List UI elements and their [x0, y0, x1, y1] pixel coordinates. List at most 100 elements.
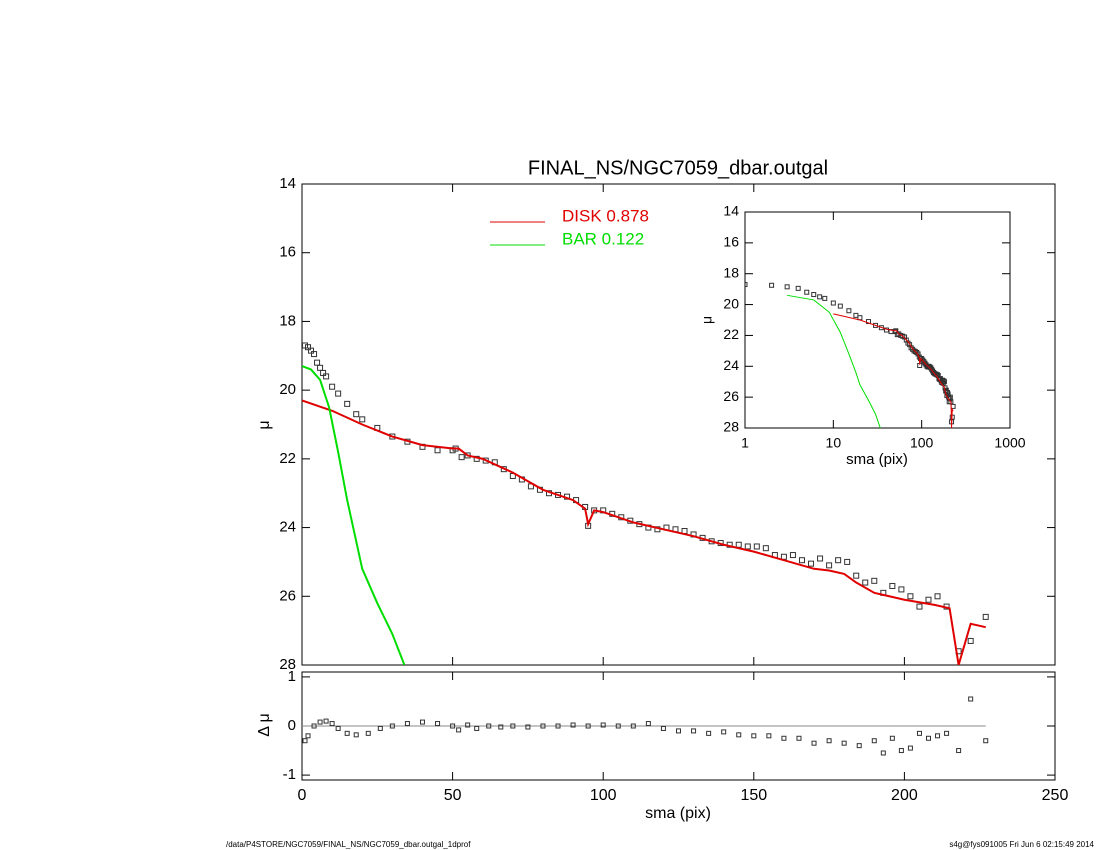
y-tick-label: 24: [279, 519, 296, 536]
chart-title: FINAL_NS/NGC7059_dbar.outgal: [528, 157, 828, 179]
x-tick-label: 10: [826, 435, 842, 451]
residual-point: [389, 723, 395, 729]
residual-point: [419, 719, 425, 725]
data-point: [745, 282, 748, 288]
plot-frame: [744, 211, 1011, 429]
residual-point: [880, 750, 886, 756]
y-tick-label: 20: [279, 381, 296, 398]
data-point: [865, 319, 871, 325]
y-axis-label: μ: [699, 316, 715, 324]
residual-point: [889, 735, 895, 741]
data-point: [798, 557, 805, 564]
x-tick-label: 1000: [994, 435, 1025, 451]
residual-point: [456, 727, 462, 733]
residual-point: [691, 728, 697, 734]
y-tick-label: 16: [279, 244, 296, 261]
data-point: [329, 383, 336, 390]
residual-point: [465, 722, 471, 728]
y-tick-label: 28: [723, 419, 739, 435]
data-point: [804, 289, 810, 295]
data-point: [314, 359, 321, 366]
y-tick-label: 16: [723, 234, 739, 250]
residual-point: [498, 724, 504, 730]
data-point: [744, 543, 751, 550]
legend-label: BAR 0.122: [562, 229, 644, 248]
residual-point: [404, 721, 410, 727]
y-axis-label: Δ μ: [256, 713, 273, 736]
data-point: [344, 400, 351, 407]
series: [833, 313, 954, 428]
x-tick-label: 250: [1042, 787, 1069, 804]
residual-point: [841, 740, 847, 746]
y-tick-label: 22: [723, 326, 739, 342]
data-point: [817, 294, 823, 300]
data-point: [735, 541, 742, 548]
residual-point: [898, 748, 904, 754]
data-point: [853, 312, 859, 318]
residual-point: [630, 723, 636, 729]
residual-point: [335, 725, 341, 731]
data-point: [925, 596, 932, 603]
residuals: [302, 696, 989, 756]
data-point: [872, 322, 878, 328]
residual-point: [555, 723, 561, 729]
y-tick-label: 20: [723, 295, 739, 311]
residual-point: [365, 730, 371, 736]
x-axis-label: sma (pix): [645, 805, 711, 822]
data-point: [753, 543, 760, 550]
y-tick-label: 22: [279, 450, 296, 467]
residual-point: [983, 738, 989, 744]
y-tick-label: 0: [288, 717, 296, 734]
data-point: [795, 285, 801, 291]
data-point: [769, 282, 775, 288]
series: [787, 294, 881, 428]
x-tick-label: 1: [741, 435, 749, 451]
residual-point: [645, 721, 651, 727]
data-point: [947, 394, 953, 400]
residual-point: [377, 725, 383, 731]
data-point: [302, 342, 309, 349]
data-point: [784, 284, 790, 290]
y-tick-label: 14: [723, 203, 739, 219]
data-point: [982, 613, 989, 620]
data-point: [780, 553, 787, 560]
y-tick-label: 1: [288, 668, 296, 685]
residual-point: [305, 733, 311, 739]
residual-point: [450, 723, 456, 729]
x-tick-label: 50: [444, 787, 462, 804]
data-point: [311, 351, 318, 358]
residual-point: [570, 722, 576, 728]
residual-point: [353, 732, 359, 738]
residual-point: [721, 729, 727, 735]
x-tick-label: 150: [740, 787, 767, 804]
data-point: [844, 558, 851, 565]
footer-left: /data/P4STORE/NGC7059/FINAL_NS/NGC7059_d…: [226, 840, 471, 849]
data-point: [835, 557, 842, 564]
series: [302, 399, 986, 665]
residual-point: [585, 723, 591, 729]
y-tick-label: 24: [723, 357, 739, 373]
residual-point: [329, 721, 335, 727]
data-point: [762, 545, 769, 552]
series: [302, 342, 989, 655]
residual-point: [871, 738, 877, 744]
residual-point: [944, 730, 950, 736]
data-point: [837, 303, 843, 309]
series: [302, 365, 406, 665]
y-tick-label: 26: [723, 388, 739, 404]
residual-point: [510, 723, 516, 729]
y-tick-label: -1: [283, 766, 296, 783]
data-point: [857, 315, 863, 321]
residual-point: [956, 748, 962, 754]
residual-point: [676, 728, 681, 734]
residual-point: [856, 743, 862, 749]
y-tick-label: 18: [723, 264, 739, 280]
data-point: [808, 560, 815, 567]
data-point: [941, 379, 947, 385]
residual-point: [766, 733, 772, 739]
x-tick-label: 200: [891, 787, 918, 804]
data-point: [359, 416, 366, 423]
residual-point: [736, 732, 742, 738]
residual-point: [925, 735, 931, 741]
residual-point: [600, 722, 606, 728]
